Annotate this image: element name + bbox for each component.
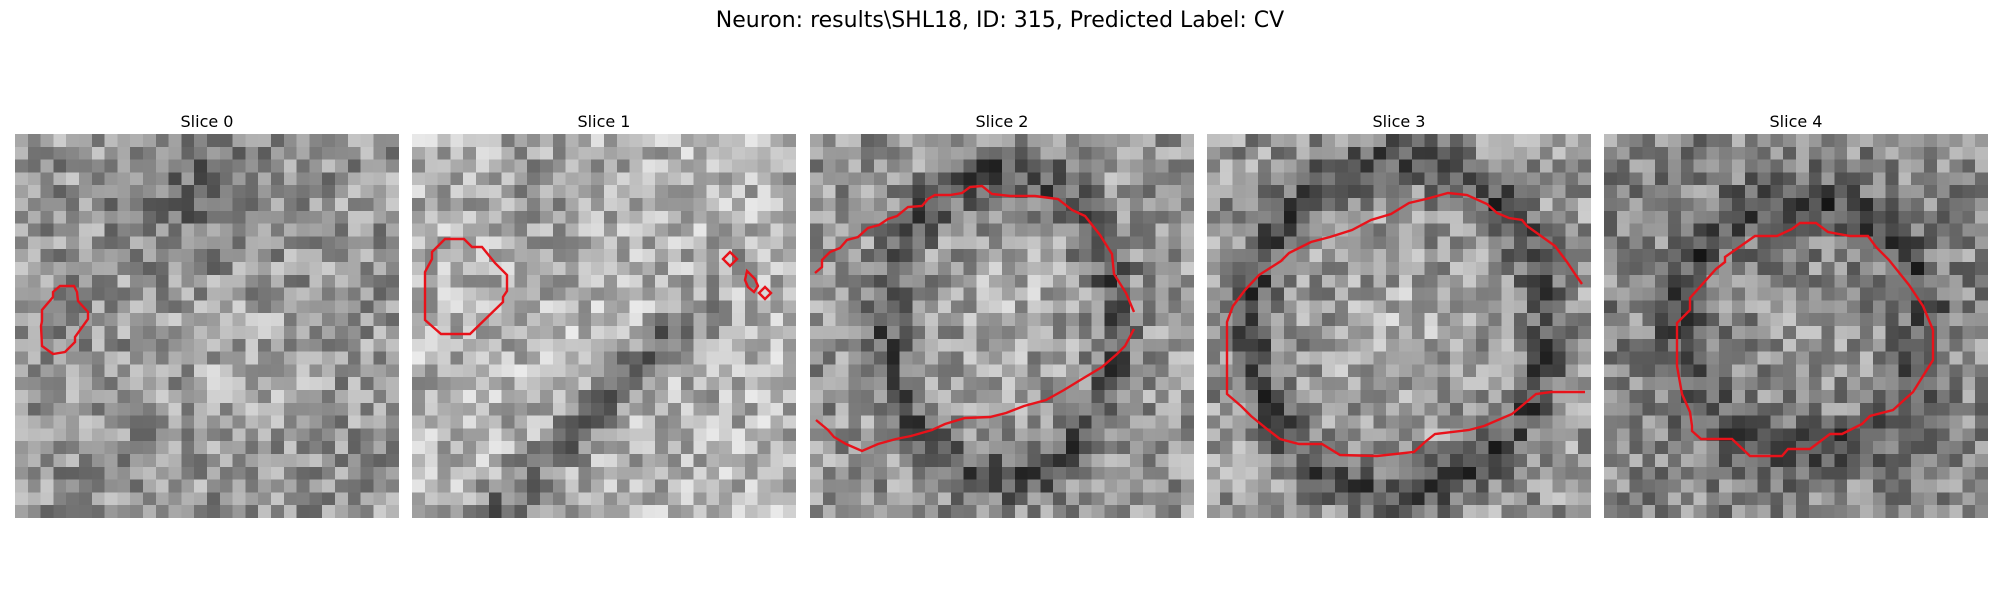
slice-panel-3: Slice 3: [1207, 110, 1591, 518]
slice-title-3: Slice 3: [1372, 112, 1426, 131]
slice-title-0: Slice 0: [180, 112, 234, 131]
contour-overlay-3: [1225, 191, 1585, 458]
segmentation-contour: [1225, 191, 1585, 458]
contour-overlay-1: [423, 237, 773, 336]
slice-panel-4: Slice 4: [1604, 110, 1988, 518]
slice-image-0: [15, 134, 399, 518]
figure-title: Neuron: results\SHL18, ID: 315, Predicte…: [715, 8, 1285, 33]
slice-panel-1: Slice 1: [412, 110, 796, 518]
slice-title-2: Slice 2: [975, 112, 1029, 131]
contour-overlay-2: [814, 184, 1136, 453]
segmentation-contour-small: [757, 285, 773, 301]
slice-image-4: [1604, 134, 1988, 518]
segmentation-contour: [814, 184, 1136, 313]
segmentation-contour: [815, 328, 1136, 453]
segmentation-contour: [423, 237, 509, 336]
segmentation-contour-small: [743, 268, 760, 294]
slice-title-1: Slice 1: [577, 112, 631, 131]
contour-overlay-0: [39, 284, 90, 356]
slice-image-2: [810, 134, 1194, 518]
slice-panel-0: Slice 0: [15, 110, 399, 518]
contour-overlay-4: [1675, 221, 1935, 458]
slice-image-1: [412, 134, 796, 518]
segmentation-contour: [1675, 221, 1935, 458]
slice-title-4: Slice 4: [1769, 112, 1823, 131]
slice-panel-2: Slice 2: [810, 110, 1194, 518]
segmentation-contour-small: [721, 250, 739, 268]
segmentation-contour: [39, 284, 90, 356]
